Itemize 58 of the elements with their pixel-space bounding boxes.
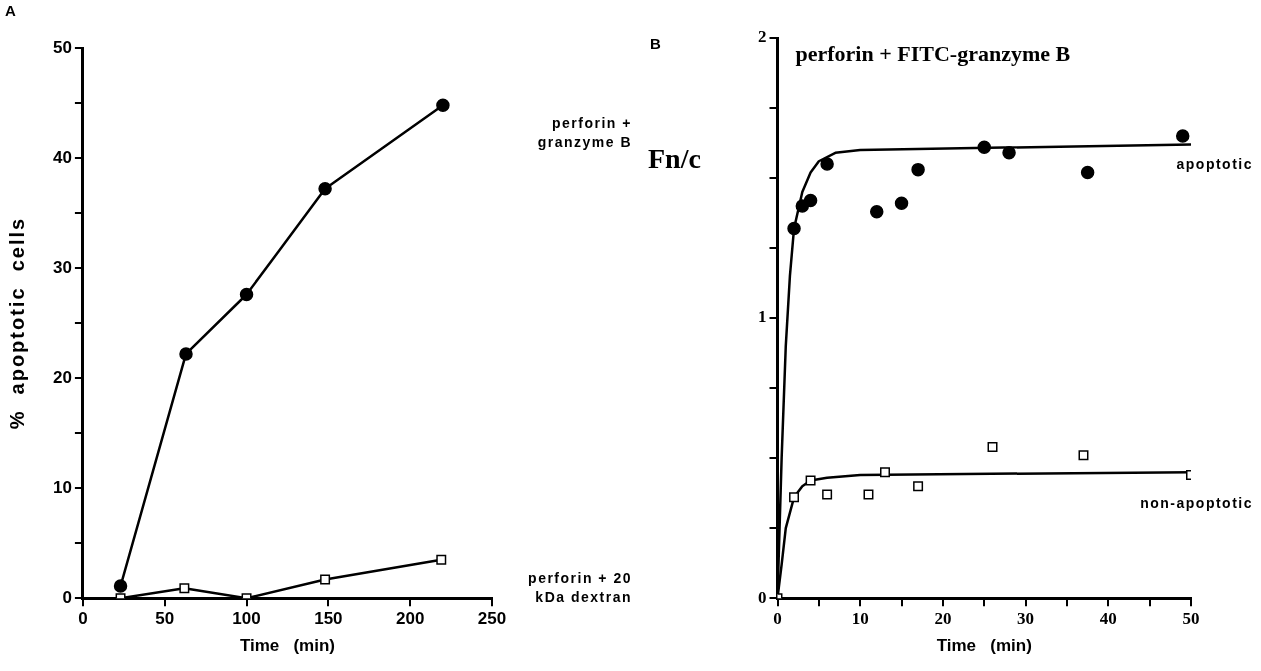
x-tick-label: 250	[477, 609, 507, 629]
x-tick-label: 150	[314, 609, 343, 629]
x-tick-label: 0	[773, 608, 782, 628]
chart-title: perforin + FITC-granzyme B	[795, 40, 1071, 66]
x-tick-label: 50	[155, 609, 175, 629]
x-tick-label: 100	[232, 609, 261, 629]
x-axis-title: Time (min)	[239, 636, 335, 656]
point	[820, 157, 834, 171]
text: B	[650, 34, 661, 52]
x-tick-label: 0	[78, 609, 88, 629]
y-tick-label: 50	[52, 37, 72, 57]
point	[179, 583, 190, 594]
point	[911, 162, 925, 177]
point	[863, 489, 874, 500]
point	[880, 467, 890, 478]
y-tick-label: 30	[52, 257, 72, 277]
y-tick-label: 2	[758, 27, 767, 47]
point	[113, 579, 128, 593]
x-tick-label: 20	[934, 608, 952, 628]
point	[789, 492, 800, 503]
y-tick-label: 10	[52, 477, 72, 497]
point	[1175, 129, 1190, 143]
text: perforin + granzyme B	[537, 115, 632, 151]
point	[1078, 450, 1089, 461]
y-tick-label: 40	[52, 147, 72, 167]
point	[436, 98, 450, 112]
point	[239, 287, 254, 302]
point	[977, 140, 991, 154]
point	[987, 441, 998, 452]
point	[1080, 165, 1095, 180]
point	[179, 347, 193, 361]
point	[869, 204, 884, 219]
point	[803, 193, 818, 208]
series-label: apoptotic	[1176, 155, 1253, 172]
point	[913, 481, 924, 492]
x-axis-title: Time (min)	[936, 636, 1032, 656]
x-tick-label: 200	[395, 609, 425, 629]
y-tick-label: 0	[62, 587, 72, 607]
point	[894, 196, 909, 211]
x-tick-label: 10	[851, 608, 869, 628]
x-tick-label: 50	[1182, 608, 1200, 628]
y-tick-label: 1	[758, 307, 767, 327]
text: perforin + 20 kDa dextran	[528, 569, 632, 605]
x-tick-label: 30	[1017, 608, 1035, 628]
point	[787, 221, 801, 236]
x-tick-label: 40	[1099, 608, 1117, 628]
point	[805, 475, 816, 486]
point	[1002, 146, 1016, 160]
point	[436, 554, 447, 565]
point	[320, 574, 331, 585]
text: A	[5, 1, 16, 19]
y-tick-label: 20	[52, 367, 72, 387]
series-label: non-apoptotic	[1140, 494, 1253, 511]
point	[318, 182, 332, 196]
y-axis-title: % apoptotic cells	[5, 216, 28, 430]
point	[822, 489, 833, 500]
y-tick-label: 0	[758, 587, 767, 607]
y-axis-title: Fn/c	[648, 143, 701, 175]
